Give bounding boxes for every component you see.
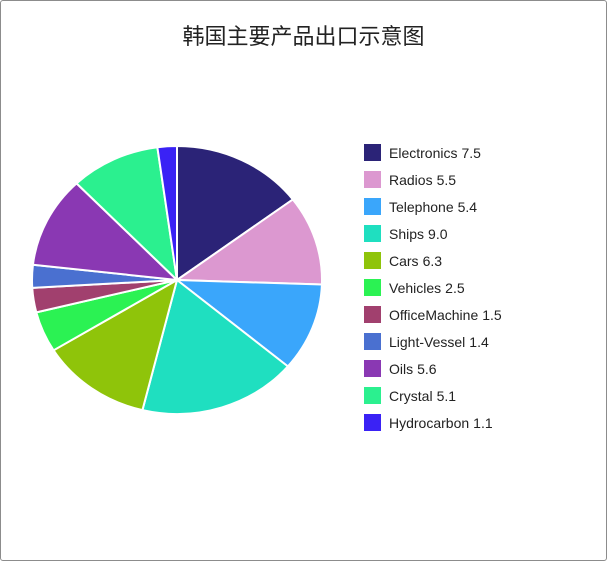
chart-legend: Electronics 7.5 Radios 5.5 Telephone 5.4 Ships…: [364, 139, 502, 436]
legend-value: 9.0: [428, 226, 447, 242]
legend-item-10[interactable]: Hydrocarbon 1.1: [364, 409, 502, 436]
legend-label: Hydrocarbon: [389, 415, 469, 431]
legend-label: Cars: [389, 253, 419, 269]
legend-item-5[interactable]: Vehicles 2.5: [364, 274, 502, 301]
legend-value: 6.3: [423, 253, 442, 269]
legend-item-0[interactable]: Electronics 7.5: [364, 139, 502, 166]
legend-swatch: [364, 225, 381, 242]
legend-value: 7.5: [461, 145, 480, 161]
legend-value: 5.5: [437, 172, 456, 188]
legend-value: 2.5: [445, 280, 464, 296]
legend-label: Vehicles: [389, 280, 441, 296]
legend-swatch: [364, 144, 381, 161]
legend-label: Oils: [389, 361, 413, 377]
legend-value: 5.6: [417, 361, 436, 377]
legend-swatch: [364, 387, 381, 404]
legend-label: OfficeMachine: [389, 307, 478, 323]
legend-item-1[interactable]: Radios 5.5: [364, 166, 502, 193]
legend-swatch: [364, 252, 381, 269]
legend-item-4[interactable]: Cars 6.3: [364, 247, 502, 274]
legend-label: Crystal: [389, 388, 433, 404]
legend-value: 1.5: [482, 307, 501, 323]
legend-swatch: [364, 333, 381, 350]
legend-item-3[interactable]: Ships 9.0: [364, 220, 502, 247]
legend-swatch: [364, 198, 381, 215]
legend-item-2[interactable]: Telephone 5.4: [364, 193, 502, 220]
legend-swatch: [364, 171, 381, 188]
legend-item-8[interactable]: Oils 5.6: [364, 355, 502, 382]
legend-swatch: [364, 306, 381, 323]
legend-label: Radios: [389, 172, 433, 188]
legend-label: Electronics: [389, 145, 457, 161]
legend-item-9[interactable]: Crystal 5.1: [364, 382, 502, 409]
legend-value: 1.1: [473, 415, 492, 431]
legend-swatch: [364, 279, 381, 296]
legend-label: Telephone: [389, 199, 454, 215]
legend-item-6[interactable]: OfficeMachine 1.5: [364, 301, 502, 328]
legend-value: 1.4: [469, 334, 488, 350]
legend-swatch: [364, 414, 381, 431]
legend-label: Light-Vessel: [389, 334, 465, 350]
legend-value: 5.4: [458, 199, 477, 215]
legend-swatch: [364, 360, 381, 377]
legend-value: 5.1: [437, 388, 456, 404]
legend-label: Ships: [389, 226, 424, 242]
legend-item-7[interactable]: Light-Vessel 1.4: [364, 328, 502, 355]
